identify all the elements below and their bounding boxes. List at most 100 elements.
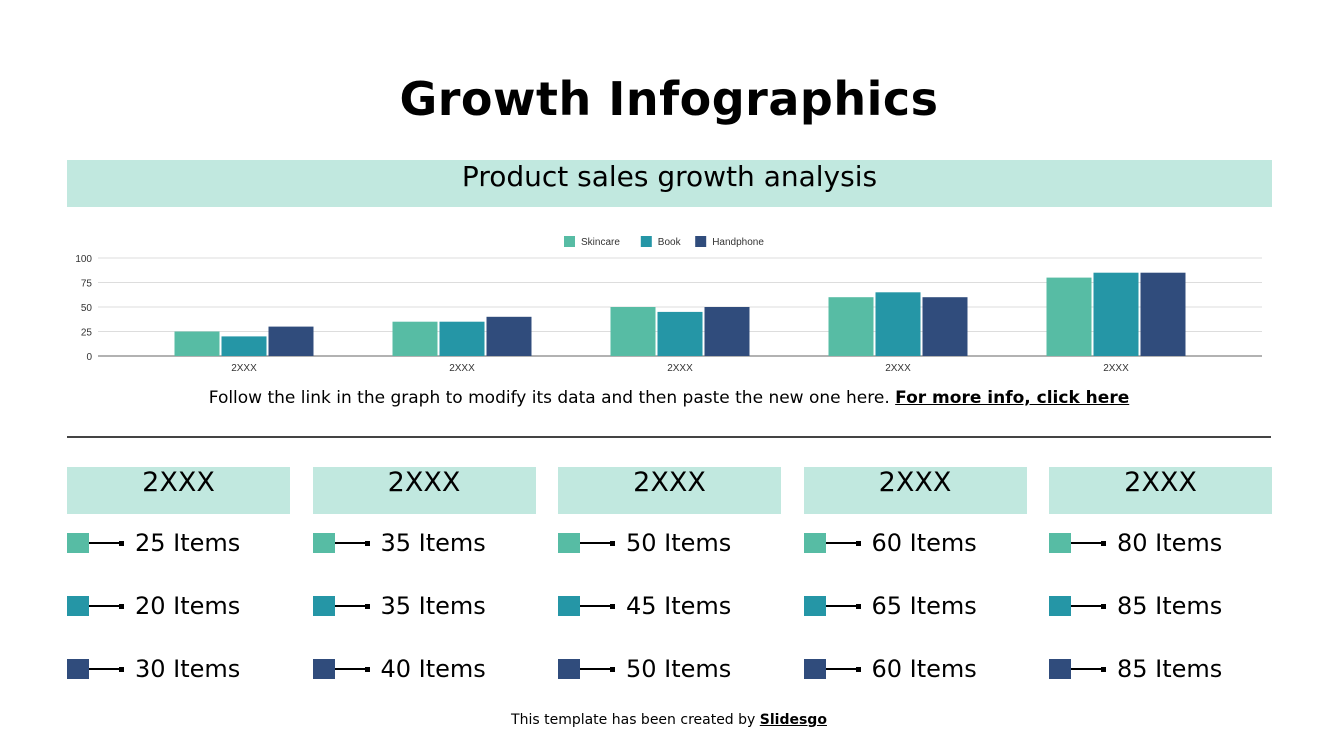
bar-handphone[interactable]: [922, 297, 968, 356]
connector-line: [1071, 542, 1101, 544]
legend-swatch: [564, 236, 575, 247]
connector-line: [825, 542, 856, 544]
color-swatch: [67, 596, 89, 616]
item-count: 20 Items: [135, 592, 241, 620]
item-row: 80 Items: [1049, 528, 1222, 558]
connector-dot: [364, 540, 370, 546]
item-row: 65 Items: [803, 591, 977, 621]
legend-swatch: [695, 236, 707, 247]
bar-skincare[interactable]: [610, 307, 656, 356]
year-column: 2XXX 25 Items 20 Items 30 Items: [67, 467, 290, 683]
bar-book[interactable]: [657, 311, 703, 356]
color-swatch: [1049, 659, 1071, 679]
year-column: 2XXX 35 Items 35 Items 40 Items: [312, 467, 536, 683]
bar-handphone[interactable]: [268, 326, 314, 356]
bar-chart[interactable]: 0 25 50 75 100 2XXX 2XXX 2XXX 2XXX 2XXX Skincare Bo…: [0, 225, 1338, 380]
bar-book[interactable]: [439, 321, 485, 356]
connector-line: [580, 605, 610, 607]
color-swatch: [558, 533, 580, 553]
connector-line: [334, 605, 365, 607]
chart-banner: Product sales growth analysis: [67, 160, 1272, 207]
legend-label: Book: [658, 237, 682, 248]
connector-dot: [364, 666, 370, 672]
info-link[interactable]: For more info, click here: [895, 388, 1130, 408]
footer-brand[interactable]: Slidesgo: [759, 712, 827, 728]
connector-dot: [1101, 666, 1106, 672]
color-swatch: [312, 596, 335, 616]
item-row: 85 Items: [1049, 654, 1222, 684]
item-row: 50 Items: [558, 528, 731, 558]
connector-line: [334, 542, 365, 544]
connector-dot: [855, 666, 861, 672]
year-column: 2XXX 60 Items 65 Items 60 Items: [803, 467, 1027, 683]
connector-line: [1071, 605, 1101, 607]
item-count: 25 Items: [135, 529, 241, 557]
year-column: 2XXX 80 Items 85 Items 85 Items: [1049, 467, 1272, 683]
item-count: 80 Items: [1117, 529, 1223, 557]
bar-handphone[interactable]: [486, 316, 532, 356]
divider: [67, 436, 1271, 438]
color-swatch: [558, 659, 580, 679]
item-count: 50 Items: [626, 529, 732, 557]
item-row: 25 Items: [67, 528, 240, 558]
item-row: 50 Items: [558, 654, 731, 684]
legend-label: Handphone: [712, 237, 764, 248]
connector-dot: [610, 603, 615, 609]
item-count: 60 Items: [871, 529, 977, 557]
connector-dot: [1101, 603, 1106, 609]
color-swatch: [312, 533, 335, 553]
bar-skincare[interactable]: [828, 297, 874, 356]
item-row: 30 Items: [67, 654, 240, 684]
bar-handphone[interactable]: [704, 307, 750, 356]
color-swatch: [67, 659, 89, 679]
note: Follow the link in the graph to modify i…: [0, 388, 1338, 408]
item-count: 85 Items: [1117, 655, 1223, 683]
item-row: 35 Items: [312, 528, 486, 558]
connector-dot: [610, 540, 615, 546]
item-row: 60 Items: [803, 654, 977, 684]
connector-dot: [364, 603, 370, 609]
bar-book[interactable]: [221, 336, 267, 356]
connector-dot: [119, 603, 124, 609]
connector-dot: [610, 666, 615, 672]
y-tick-label: 50: [81, 303, 93, 314]
item-count: 65 Items: [871, 592, 977, 620]
x-tick-label: 2XXX: [1103, 363, 1129, 374]
bar-skincare[interactable]: [392, 321, 438, 356]
bar-skincare[interactable]: [174, 331, 220, 357]
connector-dot: [1101, 540, 1106, 546]
color-swatch: [67, 533, 89, 553]
bar-handphone[interactable]: [1140, 272, 1186, 356]
note-text: Follow the link in the graph to modify i…: [208, 388, 890, 408]
color-swatch: [1049, 533, 1071, 553]
connector-dot: [855, 603, 861, 609]
item-count: 40 Items: [380, 655, 486, 683]
connector-line: [334, 668, 365, 670]
item-row: 20 Items: [67, 591, 240, 621]
item-row: 35 Items: [312, 591, 486, 621]
bar-skincare[interactable]: [1046, 277, 1092, 356]
color-swatch: [1049, 596, 1071, 616]
legend-label: Skincare: [581, 237, 620, 248]
bar-book[interactable]: [1093, 272, 1139, 356]
footer-text: This template has been created by: [511, 712, 756, 728]
legend-swatch: [640, 236, 652, 247]
connector-dot: [119, 666, 124, 672]
connector-line: [89, 605, 119, 607]
connector-dot: [119, 540, 124, 546]
item-count: 60 Items: [871, 655, 977, 683]
y-tick-label: 75: [81, 279, 93, 290]
year-header: 2XXX: [558, 467, 781, 514]
y-tick-label: 25: [81, 328, 93, 339]
connector-line: [89, 668, 119, 670]
item-row: 45 Items: [558, 591, 731, 621]
connector-line: [825, 605, 856, 607]
item-row: 85 Items: [1049, 591, 1222, 621]
color-swatch: [803, 533, 826, 553]
connector-line: [1071, 668, 1101, 670]
color-swatch: [803, 659, 826, 679]
bar-book[interactable]: [875, 292, 921, 356]
x-tick-label: 2XXX: [231, 363, 257, 374]
x-tick-label: 2XXX: [885, 363, 911, 374]
